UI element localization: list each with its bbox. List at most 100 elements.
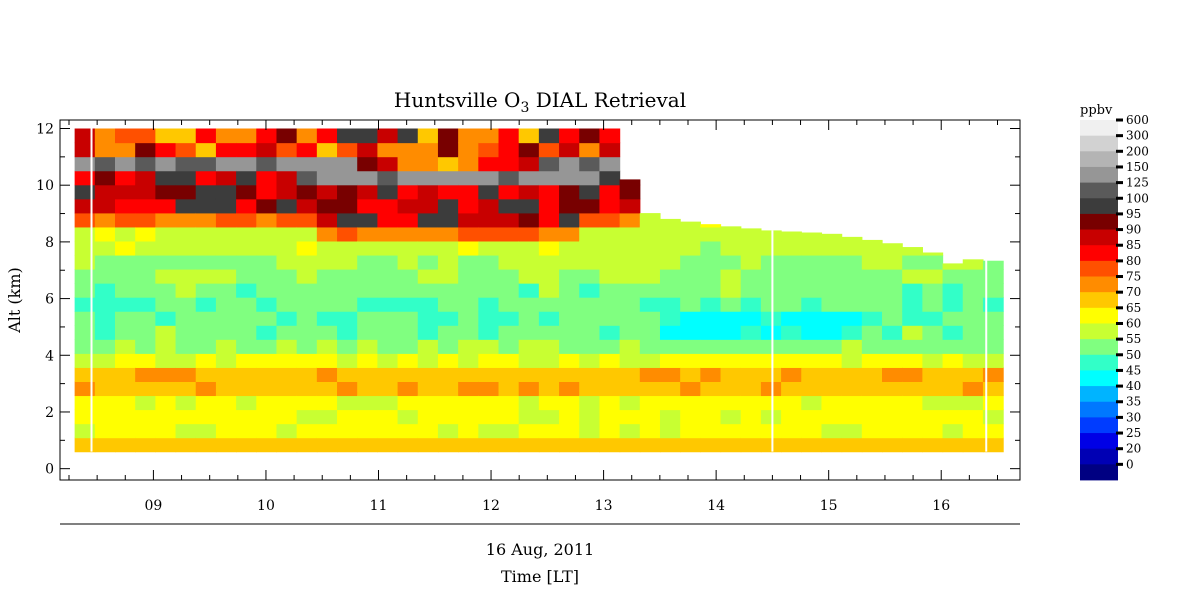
- heatmap-cell: [357, 339, 378, 354]
- heatmap-cell: [175, 339, 197, 354]
- heatmap-cell: [740, 311, 762, 326]
- heatmap-cell: [437, 311, 459, 326]
- heatmap-cell: [458, 156, 479, 172]
- heatmap-cell: [397, 437, 419, 453]
- heatmap-cell: [316, 212, 338, 228]
- heatmap-cell: [861, 339, 883, 354]
- heatmap-cell: [781, 381, 802, 397]
- colorbar-tick: [1116, 447, 1123, 451]
- heatmap-cell: [276, 423, 298, 439]
- heatmap-cell: [337, 395, 358, 411]
- heatmap-cell: [175, 409, 197, 425]
- colorbar-swatch: [1080, 433, 1118, 450]
- heatmap-cell: [276, 325, 298, 340]
- heatmap-cell: [720, 240, 742, 256]
- heatmap-cell: [377, 381, 399, 397]
- colorbar-tick: [1116, 149, 1123, 153]
- heatmap-cell: [760, 353, 782, 368]
- heatmap-cell: [801, 423, 823, 439]
- heatmap-cell: [599, 437, 621, 453]
- heatmap-cell: [619, 226, 641, 242]
- heatmap-cell: [599, 381, 621, 397]
- heatmap-cell: [236, 395, 257, 411]
- heatmap-cell: [760, 311, 782, 326]
- heatmap-cell: [94, 198, 116, 214]
- heatmap-cell: [982, 367, 1004, 382]
- heatmap-cell: [337, 297, 358, 312]
- x-tick-label: 10: [257, 498, 275, 514]
- heatmap-cell: [982, 423, 1004, 439]
- heatmap-cell: [478, 128, 500, 144]
- heatmap-cell: [296, 311, 318, 326]
- heatmap-cell: [599, 297, 621, 312]
- heatmap-cell: [559, 170, 580, 186]
- heatmap-cell: [882, 339, 903, 354]
- heatmap-cell: [155, 437, 177, 453]
- heatmap-cell: [417, 353, 439, 368]
- heatmap-cell: [377, 254, 399, 270]
- heatmap-cell: [256, 297, 278, 312]
- heatmap-cell: [357, 156, 378, 172]
- heatmap-cell: [700, 409, 722, 425]
- heatmap-cell: [135, 367, 156, 382]
- heatmap-cell: [639, 437, 661, 453]
- heatmap-cell: [639, 311, 661, 326]
- heatmap-cell: [337, 226, 358, 242]
- heatmap-cell: [377, 339, 399, 354]
- heatmap-cell: [639, 423, 661, 439]
- heatmap-cell: [417, 297, 439, 312]
- heatmap-cell: [518, 437, 540, 453]
- heatmap-cell: [720, 269, 742, 284]
- heatmap-cell: [478, 437, 500, 453]
- heatmap-cell: [175, 381, 197, 397]
- heatmap-cell: [821, 367, 843, 382]
- heatmap-cell: [579, 283, 601, 298]
- heatmap-cell: [195, 437, 217, 453]
- heatmap-cell: [599, 254, 621, 270]
- heatmap-cell: [256, 170, 278, 186]
- colorbar-label: 55: [1126, 332, 1141, 346]
- heatmap-cell: [599, 142, 621, 158]
- heatmap-cell: [841, 254, 863, 270]
- heatmap-cell: [215, 240, 237, 256]
- heatmap-cell: [276, 156, 298, 172]
- x-tick-label: 16: [932, 498, 950, 514]
- heatmap-cell: [215, 381, 237, 397]
- heatmap-cell: [94, 254, 116, 270]
- heatmap-cell: [962, 311, 984, 326]
- heatmap-cell: [538, 226, 560, 242]
- heatmap-cell: [498, 240, 520, 256]
- heatmap-cell: [801, 297, 823, 312]
- heatmap-cell: [498, 226, 520, 242]
- heatmap-cell: [296, 128, 318, 144]
- heatmap-cell: [861, 437, 883, 453]
- y-tick-label: 8: [45, 235, 54, 251]
- heatmap-cell: [498, 156, 520, 172]
- heatmap-cell: [377, 198, 399, 214]
- heatmap-cell: [296, 353, 318, 368]
- heatmap-cell: [821, 269, 843, 284]
- heatmap-cell: [619, 409, 641, 425]
- heatmap-cell: [559, 339, 580, 354]
- plot-frame: [59, 119, 1021, 481]
- heatmap-cell: [498, 297, 520, 312]
- heatmap-cell: [740, 339, 762, 354]
- colorbar-swatch: [1080, 120, 1118, 137]
- heatmap-cell: [478, 311, 500, 326]
- heatmap-cell: [801, 240, 823, 256]
- colorbar-tick: [1116, 384, 1123, 388]
- heatmap-cell: [256, 409, 278, 425]
- heatmap-cell: [94, 170, 116, 186]
- heatmap-cell: [115, 283, 136, 298]
- heatmap-cell: [357, 170, 378, 186]
- heatmap-cell: [296, 437, 318, 453]
- heatmap-cell: [155, 156, 177, 172]
- heatmap-cell: [599, 423, 621, 439]
- heatmap-cell: [781, 297, 802, 312]
- colorbar-label: 95: [1126, 207, 1141, 221]
- heatmap-cell: [518, 423, 540, 439]
- heatmap-cell: [458, 367, 479, 382]
- heatmap-cell: [478, 339, 500, 354]
- colorbar-swatch: [1080, 198, 1118, 215]
- heatmap-cell: [619, 423, 641, 439]
